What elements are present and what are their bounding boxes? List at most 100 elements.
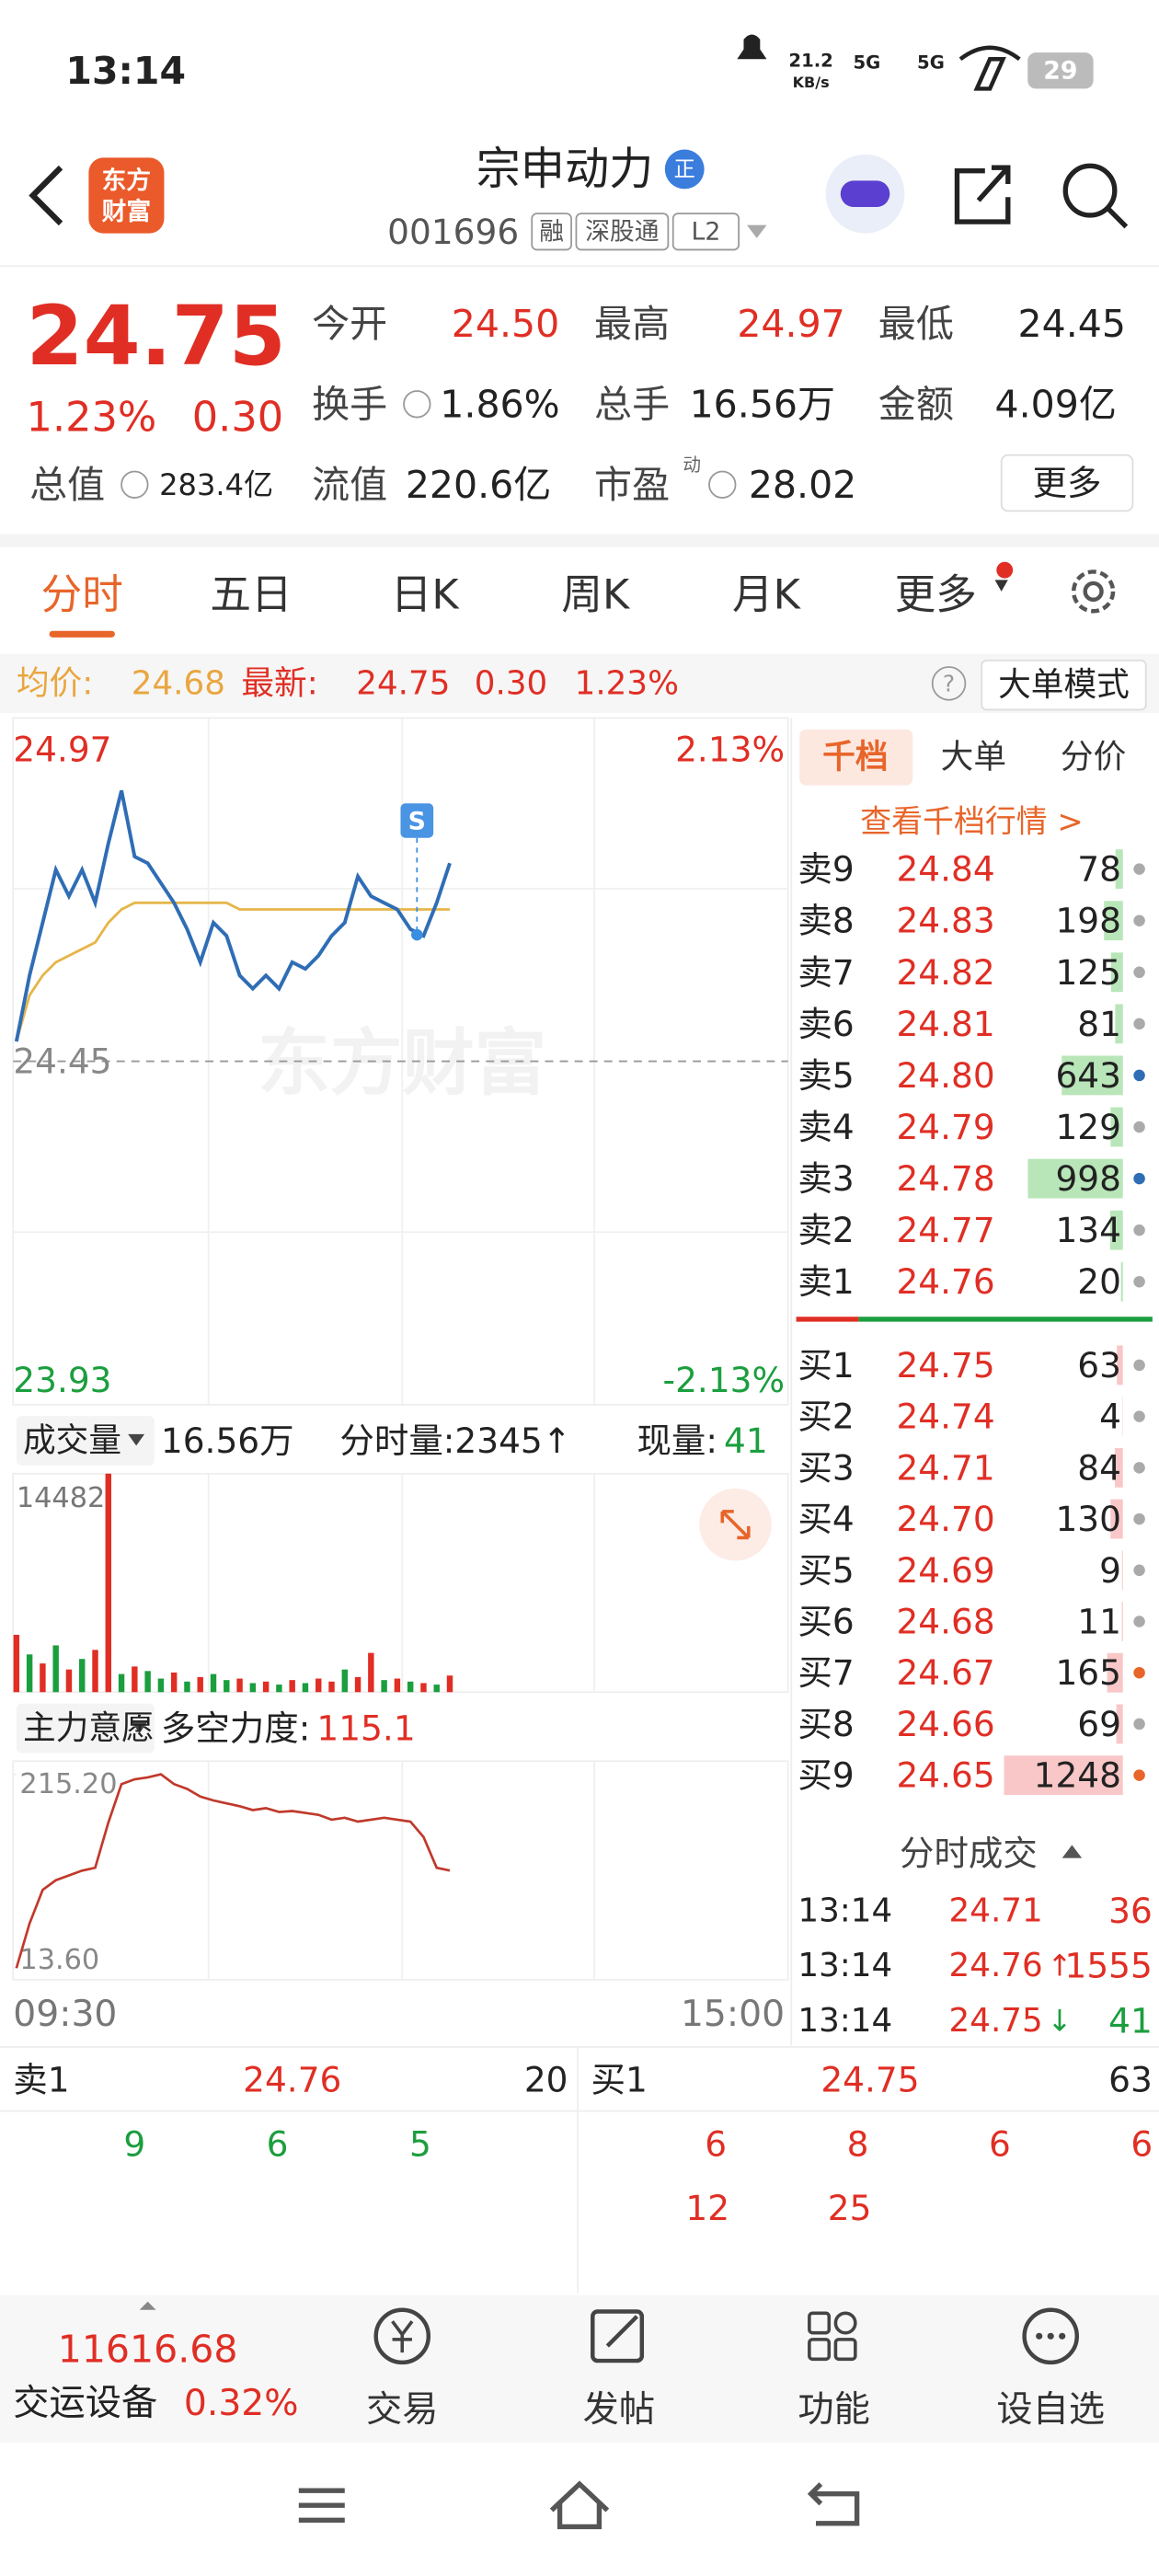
pe-superscript: 动 <box>683 454 701 476</box>
book-tab[interactable]: 大单 <box>941 739 1006 776</box>
help-icon[interactable] <box>931 666 967 701</box>
book-volume: 134 <box>1055 1210 1121 1250</box>
book-price: 24.78 <box>896 1158 994 1199</box>
volume-bar <box>92 1650 98 1693</box>
indicator-name[interactable]: 主力意愿 <box>23 1709 155 1747</box>
tag-caret <box>747 224 767 238</box>
depth-bar <box>1027 1158 1123 1199</box>
book-volume: 998 <box>1055 1158 1121 1199</box>
volume-bar <box>65 1669 73 1693</box>
book-label: 买3 <box>798 1447 854 1488</box>
book-dot <box>1133 1718 1145 1731</box>
book-dot <box>1133 1224 1145 1236</box>
book-label: 买2 <box>798 1397 854 1437</box>
book-volume: 1248 <box>1034 1755 1121 1796</box>
book-tab[interactable]: 分价 <box>1061 739 1126 776</box>
y-tick-label: 13.60 <box>19 1944 99 1976</box>
depth-bar <box>1115 1004 1123 1044</box>
book-label: 卖4 <box>798 1107 854 1147</box>
net-speed: 21.2 <box>788 51 832 72</box>
mode-button[interactable] <box>981 659 1147 711</box>
depth-bar <box>1116 1704 1123 1744</box>
book-tab[interactable]: 千档 <box>822 739 888 776</box>
depth-bar <box>1061 1055 1123 1096</box>
mode-text[interactable]: 大单模式 <box>998 666 1130 704</box>
tab[interactable]: 五日 <box>210 570 292 618</box>
trades-title[interactable]: 分时成交 <box>900 1833 1038 1873</box>
search-icon[interactable] <box>1062 163 1118 218</box>
book-label: 卖7 <box>798 952 854 993</box>
info-icon <box>708 470 737 499</box>
tag-text: 深股通 <box>585 217 659 246</box>
y-tick-label: 24.45 <box>13 1041 111 1082</box>
action-label[interactable]: 发帖 <box>583 2389 656 2431</box>
stock-name: 宗申动力 <box>476 144 654 195</box>
book-dot <box>1133 914 1145 926</box>
function-icon-part <box>833 2338 857 2362</box>
back-icon[interactable] <box>29 165 63 226</box>
menu-button[interactable] <box>298 2488 345 2523</box>
volume-bar <box>433 1685 440 1693</box>
book-volume: 198 <box>1055 901 1121 941</box>
action-label[interactable]: 交易 <box>366 2389 439 2431</box>
logo[interactable] <box>88 157 165 234</box>
book-label: 买4 <box>798 1499 854 1539</box>
book-dot <box>1133 1512 1145 1525</box>
trade-icon[interactable] <box>373 2307 431 2365</box>
action-label[interactable]: 设自选 <box>996 2389 1105 2431</box>
book-dot <box>1133 1410 1145 1422</box>
tab[interactable]: 分时 <box>41 570 123 618</box>
share-icon[interactable] <box>954 165 1011 224</box>
sector-pct: 0.32% <box>184 2383 299 2424</box>
book-volume: 130 <box>1055 1499 1121 1539</box>
watchlist-icon[interactable] <box>1022 2307 1079 2365</box>
book-price: 24.76 <box>896 1261 994 1302</box>
y-tick-label: 23.93 <box>13 1360 111 1400</box>
tab[interactable]: 更多 <box>895 570 977 618</box>
volume-bar <box>52 1645 59 1693</box>
trade-volume: 41 <box>1108 2000 1153 2041</box>
book-link[interactable]: 查看千档行情 > <box>860 803 1084 839</box>
back-button[interactable] <box>807 2482 860 2526</box>
depth-bar <box>1121 1550 1123 1591</box>
tab[interactable]: 周K <box>561 570 631 618</box>
collapse-caret[interactable] <box>1061 1845 1083 1858</box>
volume-bar <box>302 1683 309 1693</box>
x-tick-label: 09:30 <box>13 1994 117 2035</box>
tag-text: 融 <box>539 217 564 246</box>
volume-bar <box>407 1681 414 1693</box>
book-dot <box>1133 1359 1145 1372</box>
caret <box>139 2301 156 2310</box>
volume-bar <box>446 1675 453 1693</box>
more-button-text[interactable]: 更多 <box>1033 463 1102 503</box>
indicator-select[interactable] <box>16 1416 155 1466</box>
more-button[interactable] <box>1000 454 1134 512</box>
post-icon[interactable] <box>591 2309 645 2363</box>
yen-sign <box>391 2320 414 2353</box>
home-button[interactable] <box>549 2480 610 2530</box>
index-value[interactable]: 11616.68 <box>58 2328 238 2372</box>
volume-bar <box>170 1672 178 1693</box>
tab[interactable]: 月K <box>732 570 802 618</box>
volume-bar <box>381 1680 387 1693</box>
depth-bar <box>1115 1447 1123 1488</box>
action-label[interactable]: 功能 <box>798 2389 870 2431</box>
settings-icon[interactable] <box>1071 569 1116 614</box>
indicator-select[interactable] <box>16 1703 155 1754</box>
field-label: 总手 <box>594 382 670 426</box>
function-icon[interactable] <box>808 2311 832 2335</box>
indicator-name[interactable]: 成交量 <box>23 1422 121 1460</box>
field-label: 最低 <box>878 302 954 346</box>
bottom-bar <box>0 2294 1159 2444</box>
book-price: 24.81 <box>896 1004 994 1044</box>
tab[interactable]: 日K <box>391 570 461 618</box>
book-dot <box>1133 1018 1145 1030</box>
wifi-icon <box>958 45 1021 91</box>
x-tick-label: 15:00 <box>681 1994 785 2035</box>
active-tab[interactable] <box>799 729 913 786</box>
y2-tick-label: -2.13% <box>663 1360 786 1400</box>
info-icon <box>403 390 431 419</box>
dot <box>1059 2332 1066 2340</box>
sector-name[interactable]: 交运设备 <box>13 2383 157 2424</box>
